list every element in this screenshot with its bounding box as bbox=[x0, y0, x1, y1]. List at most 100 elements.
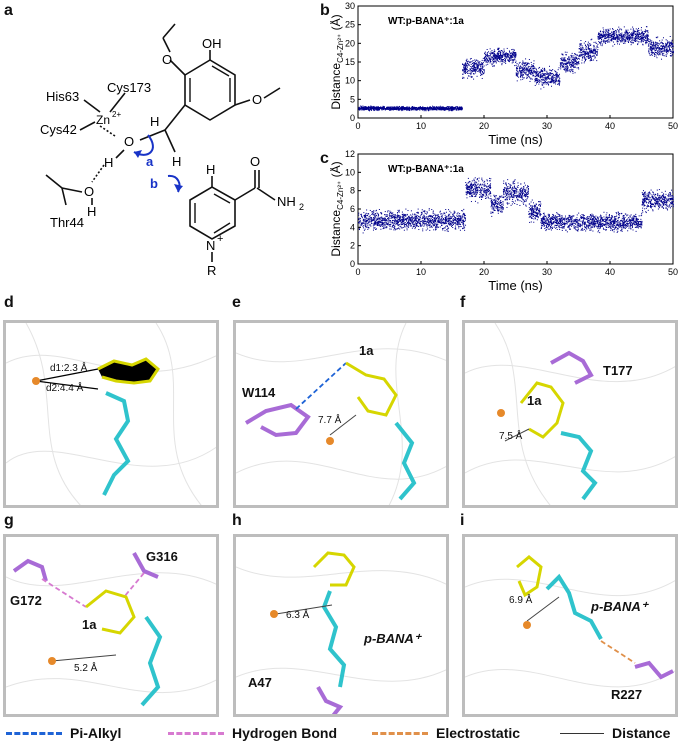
data-point bbox=[511, 55, 513, 57]
data-point bbox=[453, 215, 455, 217]
data-point bbox=[408, 216, 410, 218]
data-point bbox=[476, 75, 478, 77]
data-point bbox=[559, 62, 561, 64]
data-point bbox=[661, 39, 663, 41]
data-point bbox=[452, 109, 454, 111]
data-point bbox=[468, 65, 470, 67]
data-point bbox=[375, 219, 377, 221]
data-point bbox=[558, 79, 560, 81]
data-point bbox=[601, 43, 603, 45]
data-point bbox=[386, 108, 388, 110]
data-point bbox=[528, 71, 530, 73]
data-point bbox=[546, 77, 548, 79]
data-point bbox=[549, 77, 551, 79]
data-point bbox=[362, 107, 364, 109]
data-point bbox=[584, 51, 586, 53]
data-point bbox=[596, 54, 598, 56]
data-point bbox=[452, 108, 454, 110]
data-point bbox=[391, 226, 393, 228]
data-point bbox=[551, 81, 553, 83]
data-point bbox=[370, 220, 372, 222]
data-point bbox=[610, 36, 612, 38]
data-point bbox=[655, 45, 657, 47]
data-point bbox=[365, 212, 367, 214]
data-point bbox=[658, 51, 660, 53]
data-point bbox=[433, 109, 435, 111]
data-point bbox=[596, 51, 598, 53]
data-point bbox=[424, 220, 426, 222]
data-point bbox=[443, 219, 445, 221]
data-point bbox=[645, 37, 647, 39]
data-point bbox=[543, 73, 545, 75]
data-point bbox=[530, 73, 532, 75]
data-point bbox=[417, 108, 419, 110]
data-point bbox=[423, 210, 425, 212]
data-point bbox=[597, 36, 599, 38]
data-point bbox=[518, 67, 520, 69]
data-point bbox=[373, 210, 375, 212]
x-tick-label: 0 bbox=[355, 121, 360, 131]
data-point bbox=[415, 218, 417, 220]
data-point bbox=[661, 52, 663, 54]
data-point bbox=[431, 220, 433, 222]
data-point bbox=[635, 35, 637, 37]
data-point bbox=[493, 59, 495, 61]
data-point bbox=[562, 66, 564, 68]
data-point bbox=[496, 59, 498, 61]
data-point bbox=[618, 30, 620, 32]
data-point bbox=[562, 59, 564, 61]
data-point bbox=[495, 62, 497, 64]
data-point bbox=[456, 213, 458, 215]
data-point bbox=[390, 109, 392, 111]
data-point bbox=[382, 228, 384, 230]
data-point bbox=[463, 63, 465, 65]
data-point bbox=[551, 72, 553, 74]
data-point bbox=[386, 226, 388, 228]
data-point bbox=[667, 41, 669, 43]
data-point bbox=[445, 109, 447, 111]
data-point bbox=[531, 70, 533, 72]
data-point bbox=[361, 108, 363, 110]
data-point bbox=[522, 63, 524, 65]
data-point bbox=[648, 44, 650, 46]
data-point bbox=[672, 45, 674, 47]
data-point bbox=[464, 217, 466, 219]
data-point bbox=[535, 78, 537, 80]
data-point bbox=[533, 63, 535, 65]
data-point bbox=[385, 108, 387, 110]
data-point bbox=[613, 32, 615, 34]
data-point bbox=[573, 57, 575, 59]
data-point bbox=[655, 49, 657, 51]
data-point bbox=[643, 36, 645, 38]
data-point bbox=[672, 54, 674, 56]
data-point bbox=[412, 223, 414, 225]
data-point bbox=[614, 34, 616, 36]
data-point bbox=[471, 194, 473, 196]
data-point bbox=[597, 35, 599, 37]
data-point bbox=[500, 56, 502, 58]
data-point bbox=[485, 185, 487, 187]
data-point bbox=[412, 213, 414, 215]
data-point bbox=[541, 71, 543, 73]
data-point bbox=[449, 219, 451, 221]
data-point bbox=[573, 57, 575, 59]
data-point bbox=[379, 106, 381, 108]
data-point bbox=[411, 220, 413, 222]
data-point bbox=[487, 55, 489, 57]
data-point bbox=[379, 217, 381, 219]
data-point bbox=[440, 108, 442, 110]
data-point bbox=[645, 34, 647, 36]
data-point bbox=[475, 63, 477, 65]
data-point bbox=[397, 108, 399, 110]
data-point bbox=[539, 71, 541, 73]
data-point bbox=[503, 53, 505, 55]
pyridinium-plus: + bbox=[217, 233, 223, 245]
data-point bbox=[377, 110, 379, 112]
data-point bbox=[364, 106, 366, 108]
data-point bbox=[640, 38, 642, 40]
data-point bbox=[650, 43, 652, 45]
data-point bbox=[469, 196, 471, 198]
data-point bbox=[643, 32, 645, 34]
data-point bbox=[566, 62, 568, 64]
y-tick-label: 0 bbox=[350, 113, 355, 123]
